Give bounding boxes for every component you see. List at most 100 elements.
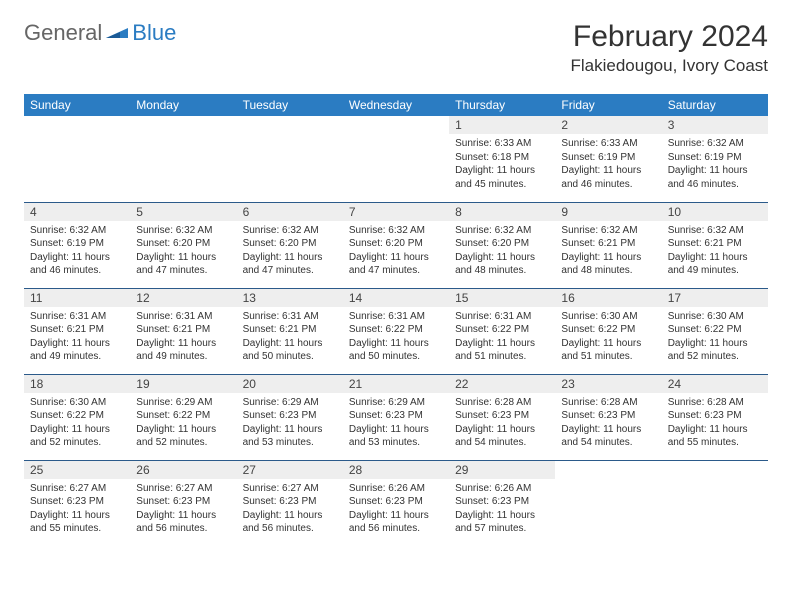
daylight-text: Daylight: 11 hours [136, 423, 230, 437]
sunset-text: Sunset: 6:23 PM [455, 495, 549, 509]
day-number: 24 [662, 375, 768, 393]
weekday-header-row: Sunday Monday Tuesday Wednesday Thursday… [24, 94, 768, 116]
day-details: Sunrise: 6:32 AMSunset: 6:21 PMDaylight:… [662, 221, 768, 282]
daylight-text: and 56 minutes. [243, 522, 337, 536]
sunrise-text: Sunrise: 6:29 AM [349, 396, 443, 410]
day-details: Sunrise: 6:31 AMSunset: 6:22 PMDaylight:… [449, 307, 555, 368]
sunrise-text: Sunrise: 6:31 AM [136, 310, 230, 324]
daylight-text: and 55 minutes. [30, 522, 124, 536]
day-details: Sunrise: 6:32 AMSunset: 6:19 PMDaylight:… [662, 134, 768, 195]
day-details: Sunrise: 6:27 AMSunset: 6:23 PMDaylight:… [237, 479, 343, 540]
day-details: Sunrise: 6:30 AMSunset: 6:22 PMDaylight:… [662, 307, 768, 368]
calendar-week-row: 4Sunrise: 6:32 AMSunset: 6:19 PMDaylight… [24, 202, 768, 288]
daylight-text: Daylight: 11 hours [349, 509, 443, 523]
calendar-day-cell [130, 116, 236, 202]
day-number: 25 [24, 461, 130, 479]
day-number: 9 [555, 203, 661, 221]
sunrise-text: Sunrise: 6:32 AM [30, 224, 124, 238]
daylight-text: and 54 minutes. [455, 436, 549, 450]
calendar-day-cell: 6Sunrise: 6:32 AMSunset: 6:20 PMDaylight… [237, 202, 343, 288]
sunset-text: Sunset: 6:22 PM [668, 323, 762, 337]
sunrise-text: Sunrise: 6:26 AM [349, 482, 443, 496]
daylight-text: Daylight: 11 hours [455, 509, 549, 523]
day-details: Sunrise: 6:27 AMSunset: 6:23 PMDaylight:… [130, 479, 236, 540]
day-details: Sunrise: 6:29 AMSunset: 6:23 PMDaylight:… [343, 393, 449, 454]
daylight-text: and 48 minutes. [455, 264, 549, 278]
sunset-text: Sunset: 6:20 PM [136, 237, 230, 251]
daylight-text: Daylight: 11 hours [243, 337, 337, 351]
sunrise-text: Sunrise: 6:31 AM [30, 310, 124, 324]
calendar-day-cell: 23Sunrise: 6:28 AMSunset: 6:23 PMDayligh… [555, 374, 661, 460]
daylight-text: and 55 minutes. [668, 436, 762, 450]
daylight-text: Daylight: 11 hours [455, 251, 549, 265]
day-number: 8 [449, 203, 555, 221]
calendar-day-cell: 2Sunrise: 6:33 AMSunset: 6:19 PMDaylight… [555, 116, 661, 202]
sunset-text: Sunset: 6:23 PM [136, 495, 230, 509]
sunset-text: Sunset: 6:20 PM [243, 237, 337, 251]
sunset-text: Sunset: 6:22 PM [561, 323, 655, 337]
day-details: Sunrise: 6:31 AMSunset: 6:21 PMDaylight:… [130, 307, 236, 368]
calendar-day-cell: 10Sunrise: 6:32 AMSunset: 6:21 PMDayligh… [662, 202, 768, 288]
calendar-day-cell: 12Sunrise: 6:31 AMSunset: 6:21 PMDayligh… [130, 288, 236, 374]
daylight-text: and 56 minutes. [349, 522, 443, 536]
sunrise-text: Sunrise: 6:32 AM [136, 224, 230, 238]
daylight-text: Daylight: 11 hours [136, 337, 230, 351]
calendar-week-row: 1Sunrise: 6:33 AMSunset: 6:18 PMDaylight… [24, 116, 768, 202]
daylight-text: Daylight: 11 hours [668, 251, 762, 265]
calendar-day-cell: 18Sunrise: 6:30 AMSunset: 6:22 PMDayligh… [24, 374, 130, 460]
calendar-day-cell [343, 116, 449, 202]
day-number: 13 [237, 289, 343, 307]
day-number: 7 [343, 203, 449, 221]
daylight-text: and 46 minutes. [668, 178, 762, 192]
daylight-text: Daylight: 11 hours [30, 509, 124, 523]
daylight-text: Daylight: 11 hours [349, 251, 443, 265]
calendar-day-cell: 5Sunrise: 6:32 AMSunset: 6:20 PMDaylight… [130, 202, 236, 288]
sunrise-text: Sunrise: 6:32 AM [243, 224, 337, 238]
day-number: 10 [662, 203, 768, 221]
weekday-header: Tuesday [237, 94, 343, 116]
day-number: 14 [343, 289, 449, 307]
day-details: Sunrise: 6:33 AMSunset: 6:18 PMDaylight:… [449, 134, 555, 195]
brand-part1: General [24, 20, 102, 46]
day-number: 26 [130, 461, 236, 479]
weekday-header: Monday [130, 94, 236, 116]
daylight-text: Daylight: 11 hours [136, 251, 230, 265]
day-details: Sunrise: 6:26 AMSunset: 6:23 PMDaylight:… [449, 479, 555, 540]
weekday-header: Sunday [24, 94, 130, 116]
daylight-text: and 56 minutes. [136, 522, 230, 536]
month-title: February 2024 [571, 20, 769, 54]
sunset-text: Sunset: 6:20 PM [349, 237, 443, 251]
sunrise-text: Sunrise: 6:28 AM [455, 396, 549, 410]
day-details: Sunrise: 6:32 AMSunset: 6:21 PMDaylight:… [555, 221, 661, 282]
brand-logo: General Blue [24, 20, 176, 46]
sunset-text: Sunset: 6:23 PM [243, 495, 337, 509]
day-details: Sunrise: 6:30 AMSunset: 6:22 PMDaylight:… [24, 393, 130, 454]
sunset-text: Sunset: 6:21 PM [243, 323, 337, 337]
sunset-text: Sunset: 6:22 PM [136, 409, 230, 423]
daylight-text: Daylight: 11 hours [349, 423, 443, 437]
daylight-text: and 46 minutes. [30, 264, 124, 278]
sunset-text: Sunset: 6:23 PM [668, 409, 762, 423]
sunrise-text: Sunrise: 6:30 AM [668, 310, 762, 324]
calendar-day-cell: 25Sunrise: 6:27 AMSunset: 6:23 PMDayligh… [24, 460, 130, 546]
daylight-text: Daylight: 11 hours [668, 423, 762, 437]
daylight-text: and 53 minutes. [349, 436, 443, 450]
calendar-week-row: 18Sunrise: 6:30 AMSunset: 6:22 PMDayligh… [24, 374, 768, 460]
calendar-day-cell: 17Sunrise: 6:30 AMSunset: 6:22 PMDayligh… [662, 288, 768, 374]
daylight-text: and 46 minutes. [561, 178, 655, 192]
sunrise-text: Sunrise: 6:32 AM [668, 224, 762, 238]
sunset-text: Sunset: 6:23 PM [243, 409, 337, 423]
location-label: Flakiedougou, Ivory Coast [571, 56, 769, 76]
day-details: Sunrise: 6:29 AMSunset: 6:23 PMDaylight:… [237, 393, 343, 454]
daylight-text: Daylight: 11 hours [561, 164, 655, 178]
day-number: 12 [130, 289, 236, 307]
sunset-text: Sunset: 6:23 PM [30, 495, 124, 509]
daylight-text: and 49 minutes. [136, 350, 230, 364]
calendar-day-cell [24, 116, 130, 202]
daylight-text: and 50 minutes. [243, 350, 337, 364]
day-number: 22 [449, 375, 555, 393]
sunrise-text: Sunrise: 6:29 AM [243, 396, 337, 410]
sunset-text: Sunset: 6:19 PM [561, 151, 655, 165]
daylight-text: Daylight: 11 hours [243, 509, 337, 523]
day-details: Sunrise: 6:31 AMSunset: 6:21 PMDaylight:… [237, 307, 343, 368]
